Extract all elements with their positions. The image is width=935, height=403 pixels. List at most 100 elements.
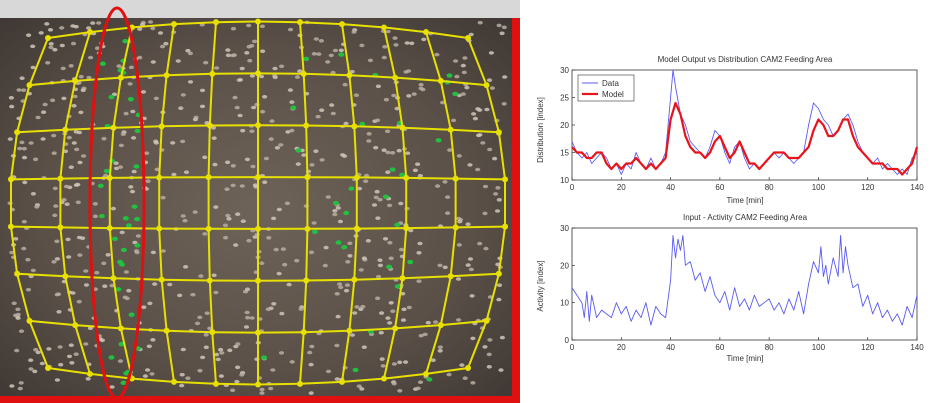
red-border-right — [512, 18, 520, 403]
bird-dot — [337, 282, 343, 286]
grid-node — [57, 175, 64, 182]
bird-dot — [247, 58, 253, 63]
grid-node — [255, 225, 261, 232]
bird-dot — [192, 210, 198, 214]
x-tick-label: 20 — [617, 183, 626, 192]
green-dot — [120, 247, 127, 253]
bird-dot — [382, 45, 388, 49]
bird-dot — [30, 44, 36, 49]
bird-dot — [470, 336, 476, 341]
green-dot — [134, 216, 141, 222]
bird-dot — [351, 30, 357, 34]
grid-node — [158, 276, 165, 283]
bird-dot — [446, 372, 452, 377]
bird-dot — [47, 28, 54, 32]
bird-dot — [128, 185, 134, 189]
bird-dot — [222, 223, 229, 228]
bird-dot — [309, 344, 315, 349]
bird-dot — [465, 263, 471, 267]
bird-dot — [35, 350, 41, 355]
x-axis-label: Time [min] — [726, 196, 763, 205]
bird-dot — [359, 43, 365, 48]
bird-dot — [349, 69, 355, 74]
bird-dot — [456, 154, 462, 158]
bird-dot — [488, 51, 494, 55]
bird-dot — [354, 305, 360, 309]
y-tick-label: 30 — [560, 224, 569, 233]
bird-dot — [22, 180, 28, 185]
bird-dot — [48, 42, 54, 46]
bird-dot — [483, 246, 489, 251]
bird-dot — [83, 283, 90, 287]
green-dot — [312, 229, 318, 234]
grid-node — [483, 317, 490, 324]
bird-dot — [391, 381, 397, 386]
green-dot — [338, 52, 345, 57]
bird-dot — [28, 367, 34, 371]
bird-dot — [14, 348, 20, 353]
grid-node — [171, 21, 177, 28]
bird-dot — [387, 321, 393, 325]
bird-dot — [85, 377, 91, 381]
bird-dot — [9, 104, 15, 109]
bird-dot — [337, 219, 343, 224]
bird-dot — [15, 307, 21, 312]
bird-dot — [401, 307, 407, 312]
bird-dot — [180, 93, 186, 97]
x-tick-label: 100 — [812, 183, 826, 192]
bird-dot — [360, 304, 366, 309]
bird-dot — [150, 250, 156, 255]
bird-dot — [128, 65, 134, 70]
bird-dot — [171, 172, 177, 177]
green-dot — [332, 200, 339, 206]
bird-dot — [32, 369, 38, 374]
bird-dot — [9, 384, 15, 388]
bird-dot — [77, 160, 83, 165]
series-line-0 — [571, 235, 918, 326]
bird-dot — [123, 270, 129, 274]
bird-dot — [52, 47, 58, 52]
bird-dot — [406, 305, 412, 310]
bird-dot — [391, 93, 397, 98]
bird-dot — [182, 218, 188, 223]
grid-node — [255, 70, 261, 77]
bird-dot — [276, 271, 282, 276]
green-dot — [99, 61, 106, 66]
bird-dot — [272, 66, 278, 71]
bird-dot — [347, 254, 353, 258]
bird-dot — [194, 321, 201, 326]
bird-dot — [225, 160, 231, 165]
bird-dot — [71, 104, 77, 108]
bird-dot — [460, 63, 466, 68]
bird-dot — [381, 55, 387, 60]
bird-dot — [163, 41, 169, 46]
bird-dot — [456, 318, 462, 322]
bird-dot — [486, 78, 493, 82]
green-dot — [446, 73, 453, 78]
grid-node — [14, 129, 21, 136]
bird-dot — [59, 26, 65, 30]
y-tick-label: 30 — [560, 66, 569, 75]
bird-dot — [366, 132, 372, 136]
bird-dot — [8, 96, 14, 100]
grid-node — [26, 317, 33, 324]
bird-dot — [117, 165, 124, 169]
green-dot — [98, 213, 105, 219]
bird-dot — [21, 88, 27, 92]
bird-dot — [66, 354, 73, 359]
grid-node — [206, 277, 213, 284]
grid-node — [495, 129, 502, 136]
green-dot — [343, 210, 350, 216]
bird-dot — [146, 344, 152, 349]
grid-node — [351, 276, 358, 283]
green-dot — [341, 245, 348, 250]
bird-dot — [25, 257, 31, 262]
bird-dot — [325, 60, 331, 64]
bird-dot — [218, 347, 224, 352]
bird-dot — [214, 66, 220, 70]
bird-dot — [180, 139, 186, 144]
bird-dot — [278, 143, 284, 147]
grid-node — [62, 273, 69, 280]
bird-dot — [144, 151, 150, 155]
bird-dot — [19, 140, 25, 145]
